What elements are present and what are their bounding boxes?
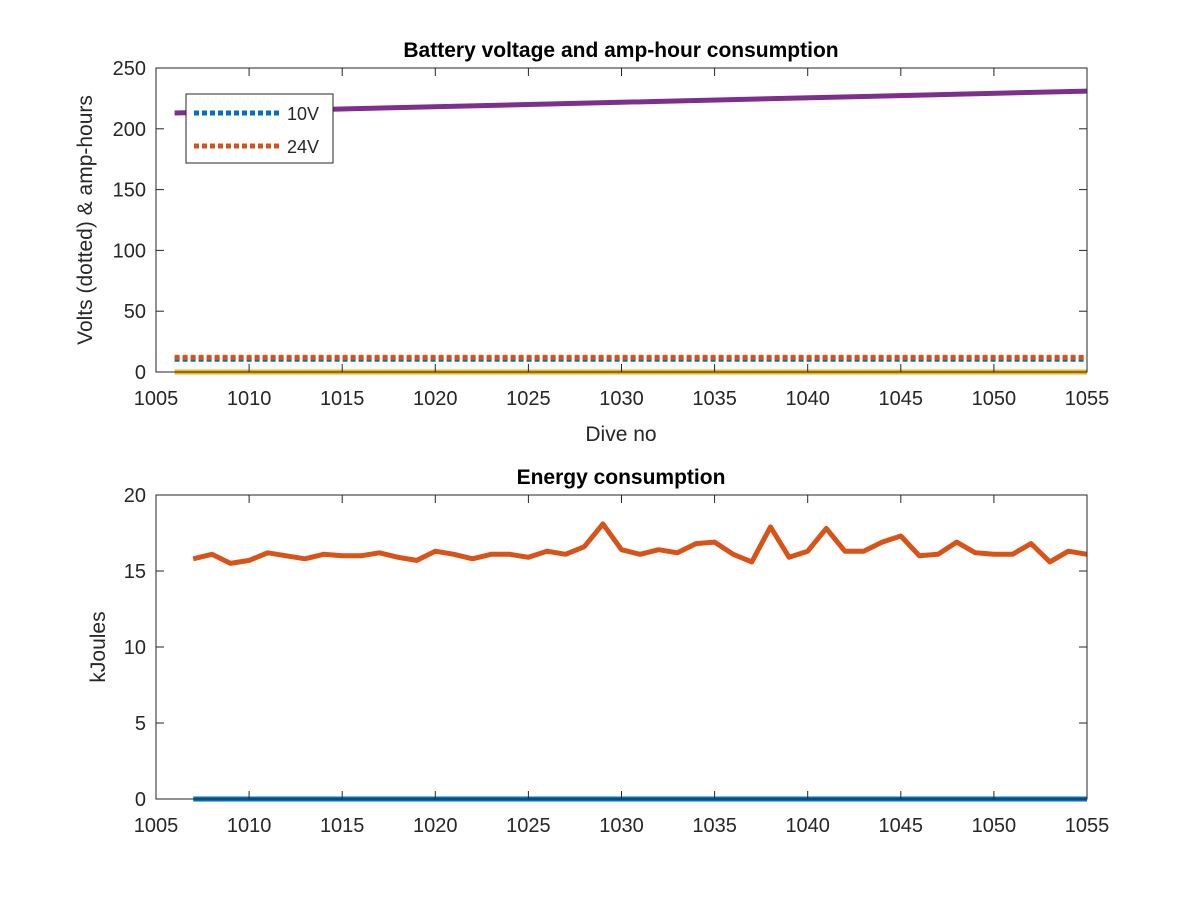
battery-x-tick-label: 1005 — [134, 388, 179, 410]
battery-y-tick-label: 0 — [135, 362, 146, 384]
energy-plot-area — [156, 495, 1087, 799]
energy-x-tick-label: 1005 — [134, 815, 179, 837]
battery-subplot: 1005 1010 1015 1020 1025 1030 1035 1040 1045 1050… — [74, 39, 1109, 446]
energy-chart-title: Energy consumption — [517, 466, 726, 489]
energy-y-tick-label: 15 — [124, 561, 146, 583]
battery-x-tick-label: 1020 — [413, 388, 458, 410]
energy-x-tick-label: 1030 — [599, 815, 644, 837]
energy-x-tick-label: 1010 — [227, 815, 272, 837]
battery-y-tick-label: 200 — [113, 119, 146, 141]
energy-x-tick-label: 1055 — [1065, 815, 1110, 837]
battery-x-tick-label: 1055 — [1065, 388, 1110, 410]
energy-ticks: 1005 1010 1015 1020 1025 1030 1035 1040 1045 1050… — [124, 485, 1110, 837]
energy-x-tick-label: 1035 — [692, 815, 737, 837]
battery-x-tick-label: 1045 — [879, 388, 924, 410]
energy-series-line-1 — [192, 521, 1088, 566]
energy-y-tick-label: 5 — [135, 713, 146, 735]
legend-label-10v: 10V — [287, 104, 319, 124]
energy-y-tick-label: 10 — [124, 637, 146, 659]
battery-y-tick-label: 250 — [113, 58, 146, 80]
battery-x-tick-label: 1010 — [227, 388, 272, 410]
battery-ticks: 1005 1010 1015 1020 1025 1030 1035 1040 1045 1050… — [113, 58, 1110, 410]
battery-y-tick-label: 100 — [113, 240, 146, 262]
energy-y-axis-label: kJoules — [87, 611, 110, 682]
energy-y-tick-label: 0 — [135, 789, 146, 811]
battery-y-tick-label: 150 — [113, 180, 146, 202]
battery-legend: 10V 24V — [185, 93, 334, 164]
battery-x-tick-label: 1040 — [785, 388, 830, 410]
energy-subplot: 1005 1010 1015 1020 1025 1030 1035 1040 1045 1050… — [87, 466, 1109, 837]
battery-x-tick-label: 1015 — [320, 388, 365, 410]
energy-x-tick-label: 1020 — [413, 815, 458, 837]
battery-y-tick-label: 50 — [124, 301, 146, 323]
battery-x-tick-label: 1025 — [506, 388, 551, 410]
battery-x-tick-label: 1050 — [972, 388, 1017, 410]
battery-x-axis-label: Dive no — [585, 423, 656, 446]
energy-y-tick-label: 20 — [124, 485, 146, 507]
battery-x-tick-label: 1030 — [599, 388, 644, 410]
energy-x-tick-label: 1045 — [879, 815, 924, 837]
legend-box — [185, 93, 334, 164]
battery-chart-title: Battery voltage and amp-hour consumption — [403, 39, 838, 62]
energy-x-tick-label: 1050 — [972, 815, 1017, 837]
legend-label-24v: 24V — [287, 137, 319, 157]
battery-x-tick-label: 1035 — [692, 388, 737, 410]
energy-x-tick-label: 1025 — [506, 815, 551, 837]
energy-x-tick-label: 1015 — [320, 815, 365, 837]
energy-x-tick-label: 1040 — [785, 815, 830, 837]
battery-y-axis-label: Volts (dotted) & amp-hours — [74, 95, 97, 345]
